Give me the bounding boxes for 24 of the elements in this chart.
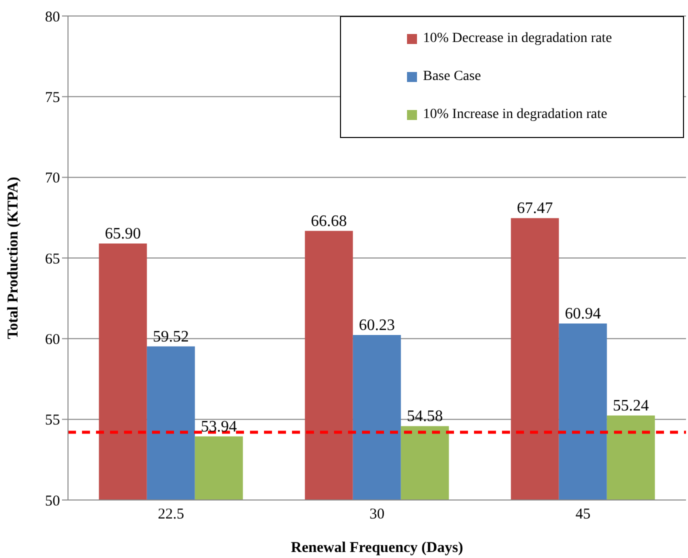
x-tick-label: 22.5 (158, 506, 184, 523)
text: 66.68 (310, 212, 347, 230)
legend-label: 10% Decrease in degradation rate (423, 31, 612, 47)
y-tick-label: 60 (45, 332, 60, 348)
text: 55.24 (612, 397, 649, 414)
text: 54.58 (406, 408, 443, 426)
y-tick-label: 80 (45, 9, 60, 26)
text: 67.47 (516, 200, 553, 218)
x-axis-title: Renewal Frequency (Days) (290, 540, 464, 556)
text: 65.90 (104, 225, 141, 242)
text: 59.52 (152, 328, 189, 346)
y-tick-label: 65 (45, 251, 60, 268)
y-tick-label: 55 (45, 412, 60, 429)
legend-label: 10% Increase in degradation rate (423, 107, 608, 123)
legend-label: Base Case (423, 69, 481, 85)
text: 60.23 (358, 316, 395, 334)
y-tick-label: 75 (45, 90, 60, 106)
text: 60.94 (564, 306, 601, 322)
y-tick-label: 70 (45, 170, 60, 187)
x-tick-label: 45 (576, 506, 590, 523)
y-tick-label: 50 (45, 493, 60, 510)
y-axis-title: Total Production (KTPA) (5, 176, 22, 340)
text: 53.94 (200, 418, 237, 436)
x-tick-label: 30 (370, 506, 384, 523)
